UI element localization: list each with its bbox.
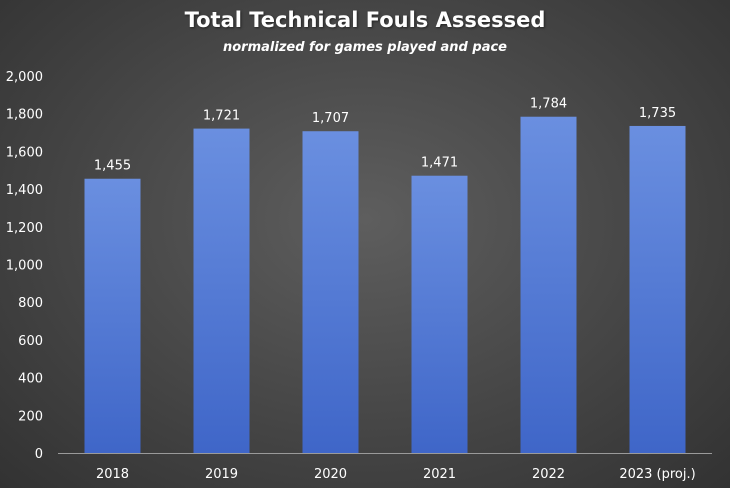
data-label: 1,707 (312, 111, 349, 126)
chart-title: Total Technical Fouls Assessed (184, 8, 546, 32)
bar (302, 131, 359, 453)
chart-subtitle: normalized for games played and pace (223, 40, 507, 55)
data-label: 1,455 (94, 159, 131, 174)
y-tick-label: 1,600 (6, 145, 43, 160)
bar (629, 125, 686, 453)
y-axis: 0 200 400 600 800 1,000 1,200 1,400 1,600 1,800 2,… (6, 70, 43, 462)
y-tick-label: 1,200 (6, 221, 43, 236)
x-tick-label: 2020 (314, 467, 347, 482)
x-tick-label: 2021 (423, 467, 456, 482)
x-axis: 2018 2019 2020 2021 2022 2023 (proj.) (58, 453, 712, 482)
data-label: 1,735 (639, 106, 676, 121)
y-tick-label: 1,000 (6, 259, 43, 274)
data-label: 1,784 (530, 97, 567, 112)
y-tick-label: 1,800 (6, 108, 43, 123)
x-tick-label: 2022 (532, 467, 565, 482)
bar (520, 116, 577, 453)
x-tick-label: 2023 (proj.) (619, 467, 695, 482)
bars: 1,455 1,721 1,707 1,471 1,784 1,735 (84, 97, 686, 454)
y-tick-label: 200 (18, 409, 43, 424)
y-tick-label: 800 (18, 296, 43, 311)
data-label: 1,471 (421, 156, 458, 171)
bar (193, 128, 250, 454)
y-tick-label: 600 (18, 334, 43, 349)
x-tick-label: 2019 (205, 467, 238, 482)
bar (84, 178, 141, 454)
y-tick-label: 400 (18, 372, 43, 387)
y-tick-label: 2,000 (6, 70, 43, 85)
y-tick-label: 1,400 (6, 183, 43, 198)
y-tick-label: 0 (35, 447, 43, 462)
x-tick-label: 2018 (96, 467, 129, 482)
bar (411, 175, 468, 454)
data-label: 1,721 (203, 109, 240, 124)
